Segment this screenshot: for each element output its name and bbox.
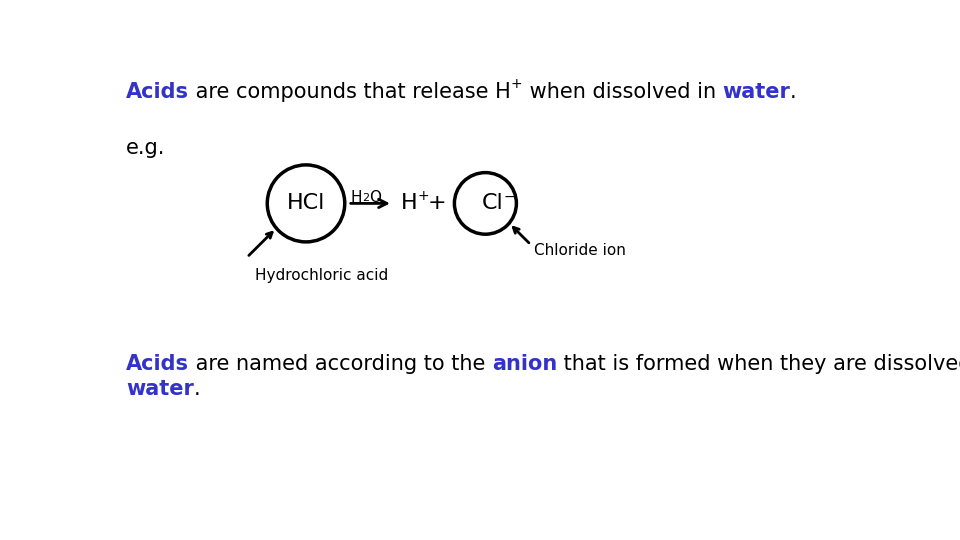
Text: e.g.: e.g. [126, 138, 165, 158]
Text: H: H [400, 193, 418, 213]
Text: −: − [503, 190, 515, 204]
Text: water: water [126, 379, 194, 399]
Text: that is formed when they are dissolved in: that is formed when they are dissolved i… [558, 354, 960, 374]
Text: O: O [370, 190, 381, 205]
Text: when dissolved in: when dissolved in [522, 82, 722, 102]
Text: +: + [418, 190, 429, 204]
Text: .: . [790, 82, 797, 102]
Text: water: water [722, 82, 790, 102]
Text: Acids: Acids [126, 82, 189, 102]
Text: are compounds that release H: are compounds that release H [189, 82, 511, 102]
Text: anion: anion [492, 354, 558, 374]
Text: Acids: Acids [126, 354, 189, 374]
Text: 2: 2 [363, 193, 370, 202]
Text: H: H [351, 190, 363, 205]
Text: Cl: Cl [482, 193, 503, 213]
Text: +: + [428, 193, 446, 213]
Text: HCl: HCl [287, 193, 325, 213]
Text: .: . [194, 379, 201, 399]
Text: Hydrochloric acid: Hydrochloric acid [254, 268, 388, 283]
Text: are named according to the: are named according to the [189, 354, 492, 374]
Text: Chloride ion: Chloride ion [534, 243, 626, 258]
Text: +: + [511, 77, 522, 91]
